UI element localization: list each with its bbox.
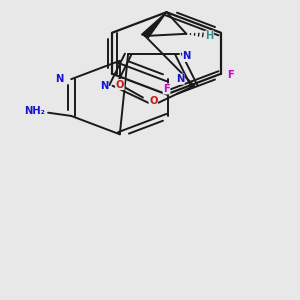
- Text: N: N: [176, 74, 184, 84]
- Text: O: O: [116, 80, 124, 90]
- Text: H: H: [205, 31, 214, 41]
- Text: F: F: [163, 84, 170, 94]
- Text: NH₂: NH₂: [24, 106, 45, 116]
- Text: F: F: [227, 70, 234, 80]
- Text: O: O: [149, 96, 158, 106]
- Text: N: N: [100, 81, 108, 91]
- Text: N: N: [56, 74, 64, 84]
- Text: N: N: [183, 52, 191, 61]
- Polygon shape: [142, 12, 167, 37]
